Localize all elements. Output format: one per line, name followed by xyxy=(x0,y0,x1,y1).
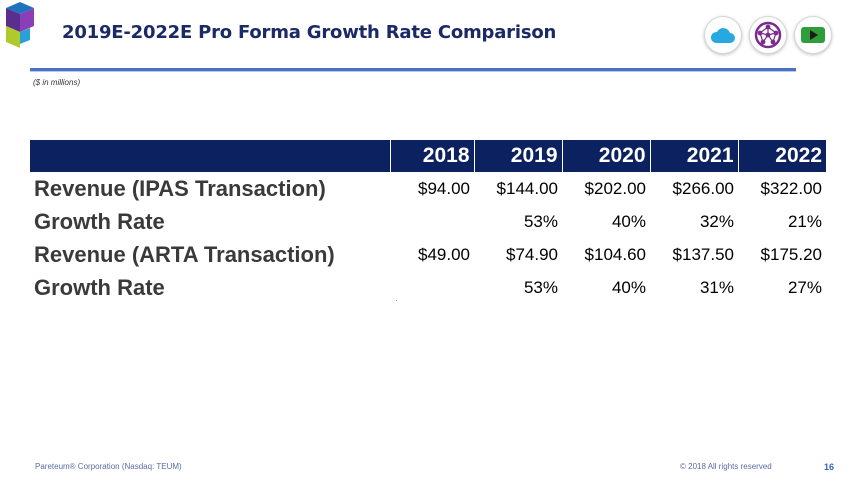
table-cell: $144.00 xyxy=(496,178,558,198)
table-cell xyxy=(390,271,474,304)
table-cell: 27% xyxy=(787,277,822,297)
header-divider-shadow xyxy=(30,71,796,72)
table-cell: $74.90 xyxy=(506,244,558,264)
table-cell: 53% xyxy=(523,211,558,231)
header-divider xyxy=(30,68,796,71)
footer-copyright: © 2018 All rights reserved xyxy=(680,462,772,471)
row-label: Revenue (IPAS Transaction) xyxy=(34,175,326,201)
table-row: Revenue (IPAS Transaction) $94.00 $144.0… xyxy=(30,172,826,205)
growth-rate-table: 2018 2019 2020 2021 2022 Revenue (IPAS T… xyxy=(30,140,826,304)
row-label: Growth Rate xyxy=(34,274,165,300)
column-header: 2019 xyxy=(473,140,562,172)
table-cell: $94.00 xyxy=(418,178,470,198)
play-icon xyxy=(801,27,825,43)
pareteum-logo-icon xyxy=(6,2,34,48)
table-cell: 21% xyxy=(787,211,822,231)
table-cell: 32% xyxy=(699,211,734,231)
row-label: Growth Rate xyxy=(34,208,165,234)
column-header: 2020 xyxy=(561,140,650,172)
page-title: 2019E-2022E Pro Forma Growth Rate Compar… xyxy=(62,22,557,43)
table-cell: $202.00 xyxy=(584,178,646,198)
stray-mark xyxy=(396,300,397,301)
cloud-icon xyxy=(710,28,735,43)
row-label: Revenue (ARTA Transaction) xyxy=(34,241,335,267)
table-cell: 31% xyxy=(699,277,734,297)
header-badges xyxy=(704,16,832,54)
column-header: 2021 xyxy=(649,140,738,172)
table-row: Growth Rate 53% 40% 32% 21% xyxy=(30,205,826,238)
table-cell xyxy=(390,205,474,238)
cloud-badge xyxy=(704,16,742,54)
table-cell: $104.60 xyxy=(584,244,646,264)
table-cell: $266.00 xyxy=(672,178,734,198)
column-header: 2022 xyxy=(737,140,826,172)
network-globe-icon xyxy=(754,21,782,49)
table-cell: 40% xyxy=(611,211,646,231)
column-header: 2018 xyxy=(389,140,474,172)
table-cell: $175.20 xyxy=(760,244,822,264)
table-row: Revenue (ARTA Transaction) $49.00 $74.90… xyxy=(30,238,826,271)
footer-company: Pareteum® Corporation (Nasdaq: TEUM) xyxy=(35,462,182,471)
table-cell: 40% xyxy=(611,277,646,297)
play-badge xyxy=(794,16,832,54)
table-cell: 53% xyxy=(523,277,558,297)
table-cell: $137.50 xyxy=(672,244,734,264)
page-number: 16 xyxy=(824,462,835,472)
table-cell: $322.00 xyxy=(760,178,822,198)
header-blank-cell xyxy=(30,140,390,172)
table-row: Growth Rate 53% 40% 31% 27% xyxy=(30,271,826,304)
table-cell: $49.00 xyxy=(418,244,470,264)
units-note: ($ in millions) xyxy=(33,78,81,87)
table-header-row: 2018 2019 2020 2021 2022 xyxy=(30,140,826,172)
globe-badge xyxy=(749,16,787,54)
